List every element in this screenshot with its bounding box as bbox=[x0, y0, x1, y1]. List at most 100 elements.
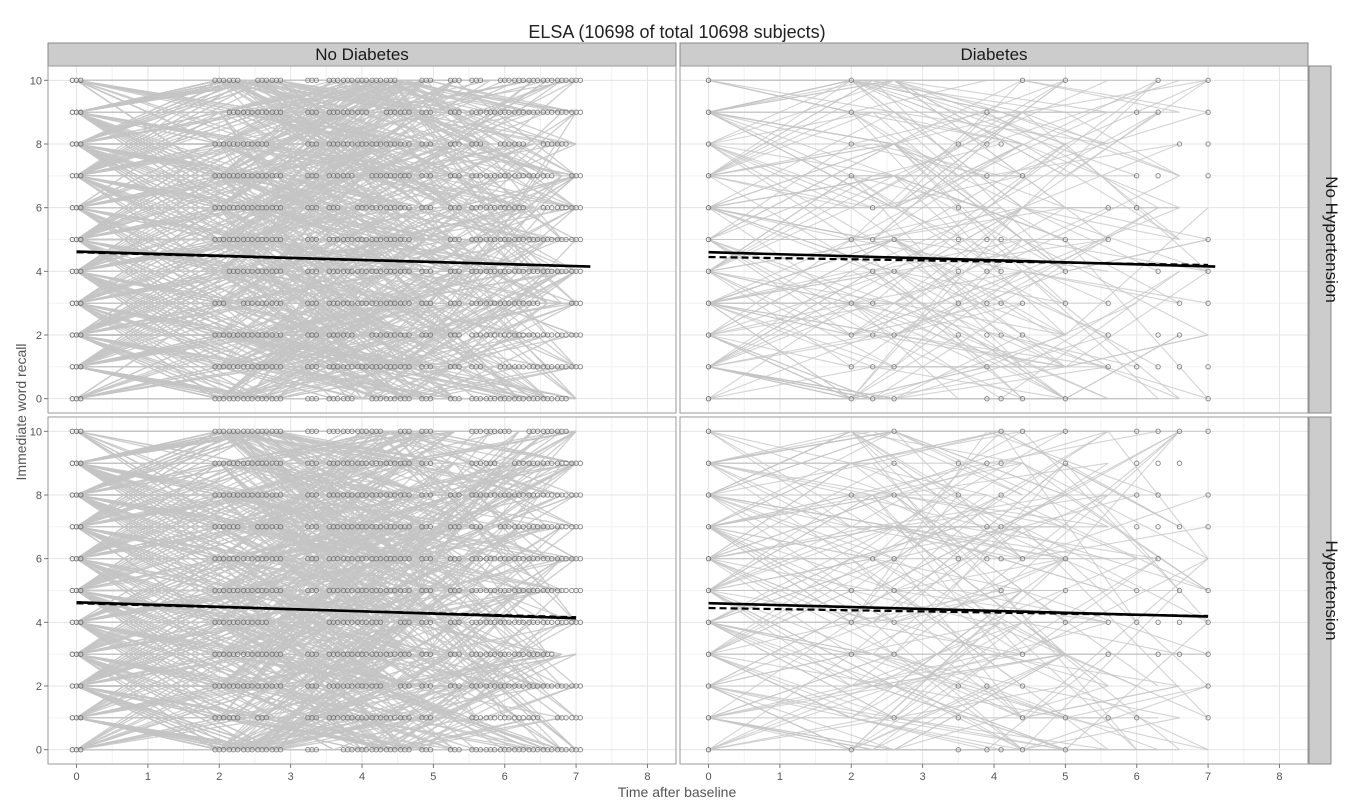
observation-point bbox=[955, 715, 961, 721]
observation-point bbox=[955, 205, 961, 211]
observation-point bbox=[349, 141, 355, 147]
observation-point bbox=[1155, 619, 1161, 625]
observation-point bbox=[263, 524, 270, 530]
trajectory-line bbox=[76, 175, 534, 241]
observation-point bbox=[577, 236, 584, 243]
observation-point bbox=[277, 364, 284, 370]
observation-point bbox=[335, 332, 341, 338]
observation-point bbox=[78, 364, 84, 370]
observation-point bbox=[363, 524, 369, 530]
trajectory-line bbox=[76, 334, 391, 400]
observation-point bbox=[456, 364, 462, 370]
observation-point bbox=[477, 364, 484, 370]
observation-point bbox=[705, 300, 712, 306]
observation-point bbox=[477, 715, 484, 721]
trajectory-line bbox=[76, 175, 505, 304]
observation-point bbox=[705, 683, 712, 689]
observation-point bbox=[313, 300, 319, 306]
observation-point bbox=[427, 396, 434, 402]
observation-point bbox=[549, 747, 555, 753]
observation-point bbox=[427, 268, 434, 274]
observation-point bbox=[1019, 332, 1026, 338]
trajectory-line bbox=[76, 589, 405, 655]
observation-point bbox=[891, 332, 897, 338]
observation-point bbox=[1176, 460, 1183, 466]
observation-point bbox=[406, 556, 412, 562]
observation-point bbox=[277, 651, 284, 657]
observation-point bbox=[78, 619, 84, 625]
observation-point bbox=[705, 236, 712, 243]
observation-points bbox=[705, 77, 1211, 402]
observation-point bbox=[335, 141, 341, 147]
observation-point bbox=[263, 236, 270, 243]
observation-point bbox=[249, 205, 255, 211]
observation-point bbox=[477, 460, 484, 466]
observation-point bbox=[406, 141, 412, 147]
observation-point bbox=[349, 396, 355, 402]
observation-point bbox=[456, 268, 462, 274]
trajectory-line bbox=[708, 621, 1180, 751]
observation-point bbox=[492, 587, 498, 594]
observation-point bbox=[1205, 428, 1211, 434]
observation-point bbox=[1134, 492, 1140, 498]
trajectory-line bbox=[708, 653, 1209, 751]
x-tick-label: 8 bbox=[644, 771, 650, 783]
observation-point bbox=[313, 205, 319, 211]
observation-point bbox=[235, 173, 241, 179]
trajectory-line bbox=[708, 79, 1023, 113]
observation-point bbox=[349, 460, 355, 466]
observation-point bbox=[1019, 556, 1026, 562]
observation-point bbox=[549, 268, 555, 274]
observation-points bbox=[69, 77, 584, 402]
trajectory-line bbox=[708, 79, 1137, 177]
y-axis-ticks: 0 2 4 6 8 10 bbox=[30, 426, 48, 757]
observation-point bbox=[1205, 173, 1211, 179]
observation-point bbox=[506, 747, 512, 753]
observation-point bbox=[1134, 524, 1140, 530]
observation-point bbox=[477, 396, 484, 402]
observation-point bbox=[549, 556, 555, 562]
trajectory-line bbox=[708, 270, 1137, 368]
x-tick-label: 1 bbox=[777, 771, 783, 783]
observation-point bbox=[1105, 715, 1111, 721]
observation-point bbox=[1205, 492, 1211, 498]
observation-point bbox=[891, 556, 897, 562]
observation-point bbox=[263, 556, 270, 562]
trajectory-line bbox=[76, 526, 548, 623]
observation-point bbox=[249, 683, 255, 689]
x-axis-label: Time after baseline bbox=[618, 784, 737, 800]
observation-point bbox=[249, 460, 255, 466]
observation-point bbox=[506, 651, 512, 657]
observation-point bbox=[848, 619, 854, 625]
observation-point bbox=[549, 141, 555, 147]
observation-point bbox=[277, 205, 284, 211]
observation-point bbox=[848, 141, 854, 147]
observation-point bbox=[377, 524, 384, 530]
observation-point bbox=[249, 173, 255, 179]
observation-point bbox=[335, 428, 341, 434]
observation-point bbox=[377, 364, 384, 370]
observation-point bbox=[520, 77, 526, 83]
observation-point bbox=[363, 747, 369, 753]
observation-point bbox=[392, 205, 398, 211]
observation-point bbox=[1155, 492, 1161, 498]
observation-point bbox=[534, 460, 541, 466]
observation-point bbox=[220, 747, 227, 753]
observation-point bbox=[335, 651, 341, 657]
observation-point bbox=[377, 173, 384, 179]
observation-point bbox=[998, 556, 1004, 562]
observation-point bbox=[563, 396, 569, 402]
observation-point bbox=[78, 428, 84, 434]
observation-point bbox=[406, 460, 412, 466]
observation-point bbox=[363, 619, 369, 625]
observation-point bbox=[998, 460, 1004, 466]
trajectory-line bbox=[76, 717, 427, 751]
observation-point bbox=[456, 396, 462, 402]
observation-point bbox=[848, 396, 854, 402]
observation-point bbox=[891, 364, 897, 370]
observation-point bbox=[392, 651, 398, 657]
observation-point bbox=[377, 268, 384, 274]
trajectory-line bbox=[708, 526, 1209, 592]
x-tick-label: 2 bbox=[216, 771, 222, 783]
observation-point bbox=[955, 300, 961, 306]
